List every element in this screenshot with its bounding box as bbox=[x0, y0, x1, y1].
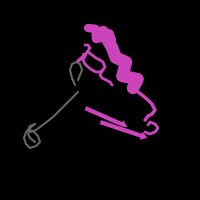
Polygon shape bbox=[84, 106, 128, 129]
Polygon shape bbox=[99, 120, 148, 140]
Polygon shape bbox=[76, 52, 88, 63]
